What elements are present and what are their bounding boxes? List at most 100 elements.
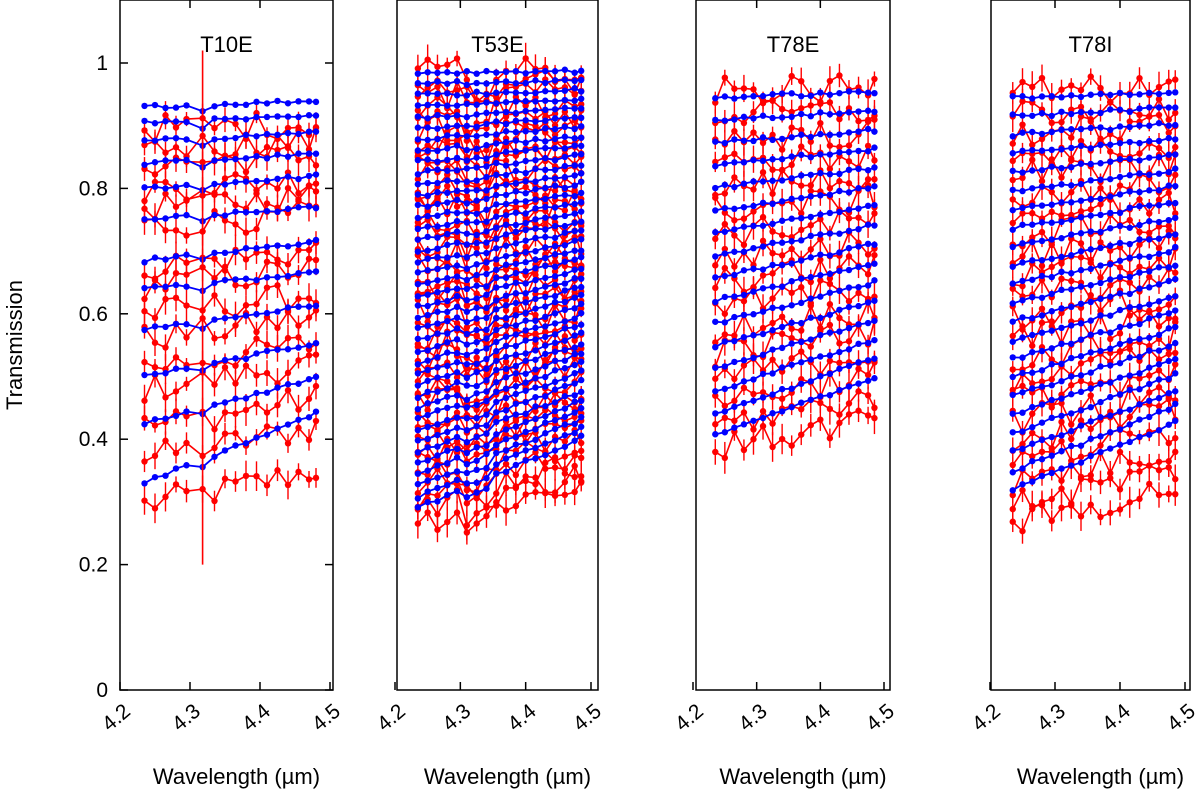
blue-point bbox=[522, 70, 529, 77]
blue-series bbox=[414, 95, 585, 109]
blue-series bbox=[1009, 417, 1179, 494]
blue-point bbox=[493, 470, 500, 477]
red-point bbox=[731, 217, 738, 224]
blue-point bbox=[578, 218, 585, 225]
blue-point bbox=[473, 282, 480, 289]
blue-point bbox=[532, 256, 539, 263]
red-point bbox=[232, 410, 239, 417]
blue-point bbox=[502, 436, 510, 443]
blue-point bbox=[571, 420, 578, 428]
red-point bbox=[141, 397, 148, 404]
red-point bbox=[172, 124, 180, 131]
blue-point bbox=[836, 149, 843, 156]
red-point bbox=[731, 232, 738, 239]
blue-point bbox=[502, 426, 510, 433]
blue-point bbox=[512, 400, 520, 407]
blue-point bbox=[211, 316, 218, 323]
red-point bbox=[571, 90, 578, 97]
blue-point bbox=[826, 91, 834, 98]
blue-point bbox=[836, 230, 843, 237]
blue-point bbox=[1029, 424, 1036, 431]
blue-point bbox=[778, 239, 786, 246]
red-point bbox=[1087, 392, 1094, 399]
blue-point bbox=[778, 283, 786, 290]
red-point bbox=[232, 380, 239, 387]
blue-point bbox=[434, 320, 441, 327]
blue-point bbox=[721, 250, 729, 257]
red-series-line bbox=[144, 200, 317, 237]
blue-point bbox=[542, 373, 549, 381]
blue-point bbox=[453, 167, 461, 174]
blue-point bbox=[571, 324, 578, 331]
blue-series bbox=[1009, 370, 1179, 436]
blue-point bbox=[532, 165, 539, 173]
red-point bbox=[1097, 84, 1104, 92]
red-point bbox=[826, 142, 834, 149]
blue-point bbox=[444, 393, 451, 400]
red-point bbox=[172, 294, 180, 302]
blue-point bbox=[871, 128, 878, 135]
blue-point bbox=[424, 255, 431, 262]
red-point bbox=[798, 226, 805, 234]
red-point bbox=[232, 201, 239, 209]
blue-point bbox=[769, 261, 776, 269]
blue-point bbox=[453, 112, 461, 119]
blue-point bbox=[473, 433, 480, 441]
blue-point bbox=[483, 365, 490, 372]
blue-point bbox=[571, 361, 578, 369]
blue-point bbox=[444, 308, 451, 316]
blue-point bbox=[453, 78, 461, 85]
blue-series bbox=[1009, 388, 1179, 454]
blue-point bbox=[826, 311, 834, 318]
blue-point bbox=[434, 111, 441, 119]
red-point bbox=[211, 444, 218, 452]
red-point bbox=[274, 282, 281, 289]
blue-point bbox=[453, 468, 461, 475]
blue-point bbox=[864, 240, 872, 248]
blue-point bbox=[561, 346, 569, 354]
red-point bbox=[769, 166, 776, 173]
blue-point bbox=[502, 200, 510, 208]
blue-point bbox=[571, 315, 578, 322]
blue-point bbox=[183, 408, 190, 415]
blue-point bbox=[712, 431, 719, 438]
red-point bbox=[151, 452, 159, 460]
blue-point bbox=[453, 424, 461, 431]
blue-point bbox=[750, 156, 757, 164]
blue-point bbox=[463, 427, 471, 434]
blue-point bbox=[578, 227, 585, 234]
blue-point bbox=[731, 248, 738, 255]
blue-point bbox=[493, 159, 500, 167]
blue-point bbox=[493, 378, 500, 386]
blue-point bbox=[778, 217, 786, 224]
red-point bbox=[434, 457, 441, 465]
red-point bbox=[172, 354, 180, 361]
blue-point bbox=[253, 310, 260, 318]
blue-point bbox=[493, 274, 500, 282]
red-point bbox=[1087, 118, 1094, 125]
red-point bbox=[1077, 86, 1085, 94]
blue-point bbox=[463, 469, 471, 477]
blue-point bbox=[551, 425, 559, 433]
blue-point bbox=[483, 314, 490, 322]
red-point bbox=[1116, 330, 1124, 337]
blue-point bbox=[444, 275, 451, 282]
blue-point bbox=[1116, 408, 1124, 415]
blue-point bbox=[871, 375, 878, 382]
red-point bbox=[1155, 356, 1163, 363]
blue-point bbox=[312, 112, 320, 119]
blue-point bbox=[769, 136, 776, 144]
blue-point bbox=[578, 247, 585, 254]
blue-point bbox=[542, 274, 549, 282]
red-point bbox=[305, 314, 313, 321]
blue-point bbox=[463, 460, 471, 468]
blue-point bbox=[778, 323, 786, 331]
blue-point bbox=[414, 191, 422, 198]
red-point bbox=[522, 491, 529, 498]
blue-point bbox=[578, 151, 585, 158]
panel-title: T78E bbox=[767, 32, 820, 57]
blue-point bbox=[522, 290, 529, 297]
blue-point bbox=[295, 204, 302, 211]
blue-point bbox=[242, 355, 250, 363]
red-point bbox=[817, 324, 824, 332]
